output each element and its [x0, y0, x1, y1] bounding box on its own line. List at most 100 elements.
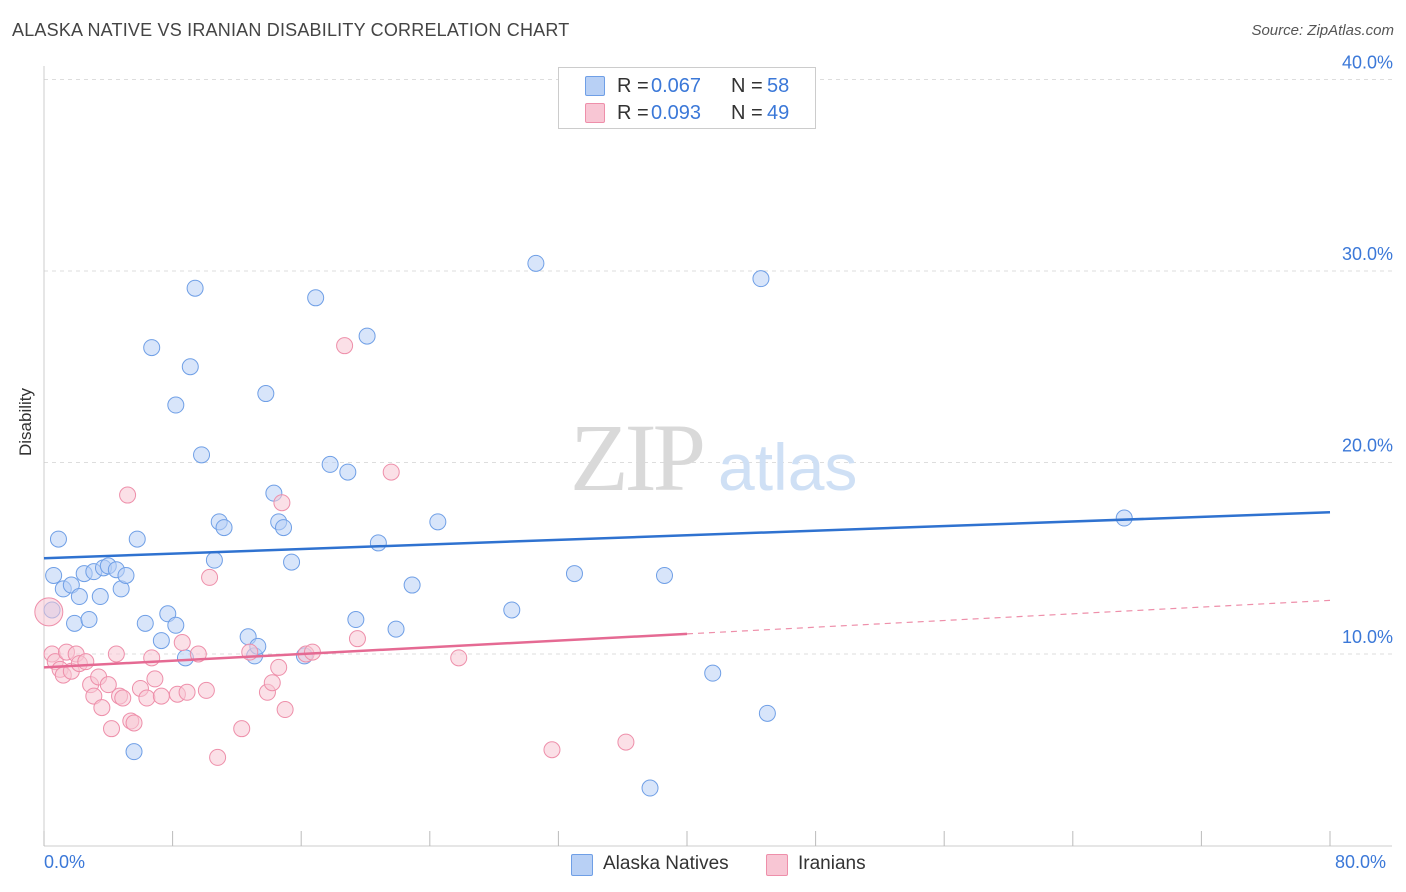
alaska-native-point — [91, 588, 109, 606]
n-value: 49 — [767, 102, 790, 124]
alaska-native-point — [80, 611, 98, 629]
gridlines — [44, 79, 1392, 655]
watermark: ZIP atlas — [570, 404, 857, 511]
iranian-point — [93, 699, 111, 717]
alaska-native-point — [527, 254, 545, 272]
iranian-point — [201, 568, 219, 586]
iranian-point — [77, 653, 95, 671]
iranian-point — [114, 689, 132, 707]
alaska-native-point — [49, 530, 67, 548]
alaska-native-point — [152, 632, 170, 650]
y-tick-labels: 10.0% 20.0% 30.0% 40.0% — [1342, 53, 1393, 648]
watermark-zip: ZIP — [570, 404, 703, 511]
alaska-native-point — [181, 358, 199, 376]
iranian-point — [152, 687, 170, 705]
y-tick-label: 10.0% — [1342, 627, 1393, 647]
y-axis-label: Disability — [16, 387, 35, 456]
iranian-point — [336, 337, 354, 355]
alaska-native-point — [70, 588, 88, 606]
alaska-native-point — [1115, 509, 1133, 527]
iranians-swatch — [585, 103, 605, 123]
iranian-point — [99, 676, 117, 694]
alaska-native-point — [257, 385, 275, 403]
alaska-native-point — [136, 614, 154, 632]
iranian-point — [382, 463, 400, 481]
r-label: R = — [617, 102, 649, 124]
iranian-point — [146, 670, 164, 688]
alaska-native-point — [752, 270, 770, 288]
x-min-label: 0.0% — [44, 852, 86, 872]
y-tick-label: 40.0% — [1342, 53, 1393, 73]
iranian-point — [617, 733, 635, 751]
alaska-native-point — [128, 530, 146, 548]
iranian-point — [178, 683, 196, 701]
iranian-point — [143, 649, 161, 667]
iranian-point — [85, 687, 103, 705]
alaska-native-point — [655, 566, 673, 584]
alaska-native-point — [369, 534, 387, 552]
iranian-point — [263, 674, 281, 692]
alaska-native-point — [117, 566, 135, 584]
n-label: N = — [731, 75, 763, 97]
r-label: R = — [617, 75, 649, 97]
n-label: N = — [731, 102, 763, 124]
legend-label: Alaska Natives — [603, 853, 729, 874]
alaska-native-point — [186, 279, 204, 297]
source-label: Source: ZipAtlas.com — [1251, 22, 1394, 39]
iranian-point — [173, 634, 191, 652]
iranian-point — [197, 681, 215, 699]
alaska-native-point — [429, 513, 447, 531]
alaska-native-point — [321, 455, 339, 473]
alaska-native-point — [387, 620, 405, 638]
alaska-native-point — [283, 553, 301, 571]
iranian-point — [209, 748, 227, 766]
alaska-native-point — [62, 576, 80, 594]
alaska-native-point — [503, 601, 521, 619]
iranian-point — [276, 701, 294, 719]
alaska-native-point — [565, 565, 583, 583]
r-value: 0.067 — [651, 75, 702, 97]
alaska-native-point — [358, 327, 376, 345]
alaska-native-point — [307, 289, 325, 307]
alaska-native-point — [167, 396, 185, 414]
stats-legend: R = 0.067 N = 58 R = 0.093 N = 49 — [558, 67, 816, 129]
axes — [43, 66, 1392, 847]
iranian-point — [348, 630, 366, 648]
iranian-point — [103, 720, 121, 738]
alaska-natives-legend-swatch — [571, 854, 593, 876]
r-value: 0.093 — [651, 102, 702, 124]
alaska-natives-trend-line — [43, 511, 1331, 560]
iranian-point — [543, 741, 561, 759]
iranians-trend-line-extension — [686, 599, 1331, 635]
iranian-point — [107, 645, 125, 663]
alaska-native-point — [215, 519, 233, 537]
iranian-point — [270, 658, 288, 676]
trend-lines — [43, 511, 1331, 669]
alaska-natives-swatch — [585, 76, 605, 96]
y-tick-label: 30.0% — [1342, 244, 1393, 264]
alaska-native-point — [641, 779, 659, 797]
n-value: 58 — [767, 75, 790, 97]
alaska-native-point — [125, 743, 143, 761]
alaska-native-point — [275, 519, 293, 537]
alaska-native-point — [704, 664, 722, 682]
alaska-native-point — [347, 611, 365, 629]
alaska-native-point — [193, 446, 211, 464]
chart-title: ALASKA NATIVE VS IRANIAN DISABILITY CORR… — [12, 20, 570, 40]
iranian-point — [233, 720, 251, 738]
alaska-native-point — [143, 339, 161, 357]
iranian-point — [34, 597, 64, 627]
x-max-label: 80.0% — [1335, 852, 1387, 872]
iranian-point — [138, 689, 156, 707]
iranians-legend-swatch — [766, 854, 788, 876]
iranian-point — [125, 714, 143, 732]
iranian-point — [450, 649, 468, 667]
alaska-native-point — [339, 463, 357, 481]
iranian-point — [273, 494, 291, 512]
iranian-point — [119, 486, 137, 504]
y-tick-label: 20.0% — [1342, 436, 1393, 456]
alaska-native-point — [205, 551, 223, 569]
alaska-native-point — [167, 616, 185, 634]
